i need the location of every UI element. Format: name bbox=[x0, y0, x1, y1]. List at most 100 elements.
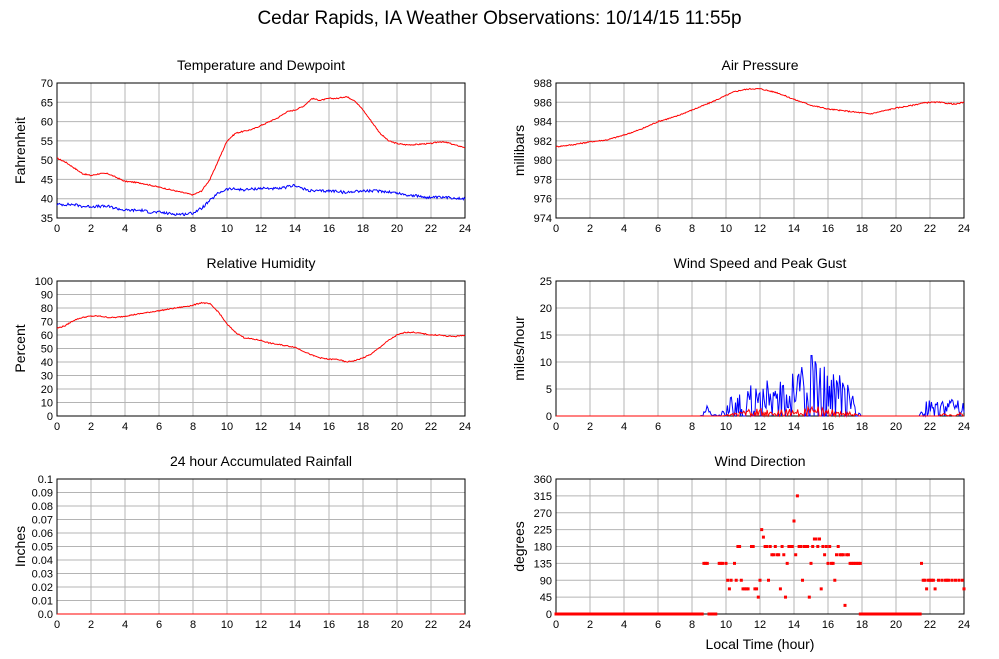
direction-point bbox=[806, 545, 810, 548]
direction-point bbox=[819, 587, 823, 591]
y-tick-label: 982 bbox=[534, 136, 552, 148]
direction-point bbox=[954, 578, 957, 582]
direction-point bbox=[857, 561, 861, 565]
x-tick-label: 2 bbox=[88, 421, 94, 433]
y-tick-label: 15 bbox=[540, 330, 552, 342]
x-tick-label: 4 bbox=[122, 421, 128, 433]
x-tick-label: 14 bbox=[289, 619, 301, 631]
x-tick-label: 10 bbox=[221, 421, 233, 433]
y-tick-label: 10 bbox=[540, 357, 552, 369]
y-tick-label: 180 bbox=[534, 542, 552, 554]
x-tick-label: 24 bbox=[459, 223, 471, 235]
direction-point bbox=[801, 578, 804, 582]
y-tick-label: 360 bbox=[534, 474, 552, 486]
x-tick-label: 2 bbox=[587, 421, 593, 433]
chart-title: Temperature and Dewpoint bbox=[177, 57, 345, 73]
x-tick-label: 6 bbox=[655, 223, 661, 235]
y-tick-label: 90 bbox=[41, 290, 53, 302]
direction-point bbox=[739, 578, 743, 582]
x-tick-label: 24 bbox=[958, 421, 970, 433]
direction-point bbox=[853, 561, 857, 565]
x-tick-label: 22 bbox=[425, 619, 437, 631]
x-tick-label: 14 bbox=[289, 421, 301, 433]
direction-point bbox=[782, 553, 786, 557]
direction-point bbox=[746, 587, 750, 591]
direction-point bbox=[931, 578, 935, 582]
y-tick-label: 988 bbox=[534, 78, 552, 90]
x-tick-label: 18 bbox=[856, 421, 868, 433]
y-tick-label: 70 bbox=[41, 78, 53, 90]
direction-point bbox=[831, 561, 835, 565]
x-tick-label: 14 bbox=[788, 619, 800, 631]
direction-point bbox=[734, 578, 738, 582]
direction-point bbox=[797, 545, 801, 548]
y-tick-label: 225 bbox=[534, 525, 552, 537]
x-tick-label: 8 bbox=[689, 421, 695, 433]
direction-point bbox=[767, 578, 770, 582]
series-line bbox=[56, 96, 466, 196]
direction-point bbox=[833, 578, 837, 582]
x-tick-label: 6 bbox=[156, 619, 162, 631]
direction-point bbox=[795, 494, 799, 498]
y-tick-label: 0.01 bbox=[32, 596, 53, 608]
direction-point bbox=[921, 578, 925, 582]
y-axis-label: Percent bbox=[12, 324, 28, 372]
y-axis-label: Fahrenheit bbox=[12, 117, 28, 184]
y-tick-label: 20 bbox=[41, 384, 53, 396]
y-axis-label: millibars bbox=[511, 125, 527, 176]
direction-point bbox=[753, 587, 757, 591]
direction-point bbox=[930, 578, 934, 582]
direction-point bbox=[770, 553, 774, 557]
direction-point bbox=[937, 578, 940, 582]
direction-point bbox=[717, 561, 721, 565]
direction-point bbox=[794, 553, 798, 557]
direction-point bbox=[850, 561, 854, 565]
y-tick-label: 40 bbox=[41, 194, 53, 206]
x-tick-label: 14 bbox=[788, 421, 800, 433]
direction-point bbox=[792, 519, 796, 523]
y-tick-label: 974 bbox=[534, 213, 552, 225]
x-tick-label: 22 bbox=[924, 421, 936, 433]
x-tick-label: 10 bbox=[720, 619, 732, 631]
y-tick-label: 0 bbox=[47, 411, 53, 423]
x-tick-label: 10 bbox=[221, 619, 233, 631]
y-tick-label: 50 bbox=[41, 344, 53, 356]
direction-point bbox=[756, 595, 760, 599]
direction-point bbox=[763, 545, 767, 548]
direction-point bbox=[943, 578, 947, 582]
direction-point bbox=[843, 603, 847, 607]
direction-point bbox=[823, 553, 827, 557]
y-tick-label: 90 bbox=[540, 575, 552, 587]
direction-point bbox=[926, 578, 930, 582]
chart-title: 24 hour Accumulated Rainfall bbox=[170, 453, 352, 469]
direction-point bbox=[719, 561, 723, 565]
x-tick-label: 6 bbox=[655, 421, 661, 433]
y-tick-label: 978 bbox=[534, 174, 552, 186]
direction-point bbox=[923, 578, 927, 582]
x-tick-label: 18 bbox=[357, 619, 369, 631]
plot-frame bbox=[555, 280, 965, 417]
y-tick-label: 135 bbox=[534, 558, 552, 570]
series-line bbox=[555, 87, 965, 148]
y-tick-label: 5 bbox=[546, 384, 552, 396]
x-tick-label: 12 bbox=[255, 421, 267, 433]
x-tick-label: 4 bbox=[122, 619, 128, 631]
y-tick-label: 20 bbox=[540, 303, 552, 315]
x-tick-label: 10 bbox=[221, 223, 233, 235]
y-tick-label: 60 bbox=[41, 117, 53, 129]
x-tick-label: 22 bbox=[425, 223, 437, 235]
x-tick-label: 16 bbox=[822, 619, 834, 631]
y-tick-label: 976 bbox=[534, 194, 552, 206]
x-tick-label: 24 bbox=[958, 619, 970, 631]
direction-point bbox=[704, 561, 708, 565]
y-tick-label: 0.04 bbox=[32, 555, 53, 567]
y-tick-label: 70 bbox=[41, 317, 53, 329]
x-tick-label: 10 bbox=[720, 223, 732, 235]
x-tick-label: 18 bbox=[357, 421, 369, 433]
x-tick-label: 0 bbox=[54, 619, 60, 631]
x-tick-label: 8 bbox=[190, 421, 196, 433]
direction-point bbox=[765, 545, 769, 548]
direction-point bbox=[852, 561, 855, 565]
